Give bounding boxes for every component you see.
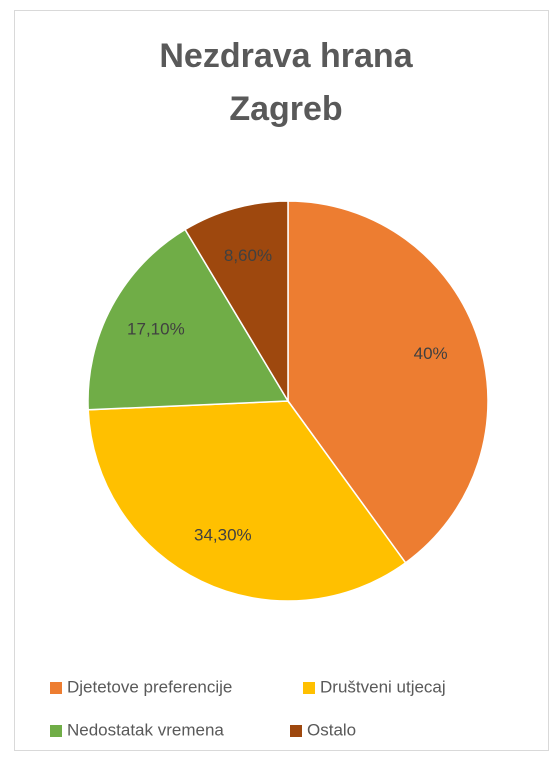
- legend-label: Nedostatak vremena: [67, 720, 224, 739]
- legend-swatch: [50, 725, 62, 737]
- pie-slice: [287, 200, 489, 564]
- data-label: 34,30%: [194, 526, 252, 545]
- data-label: 17,10%: [127, 319, 185, 338]
- legend-swatch: [303, 682, 315, 694]
- data-label: 40%: [414, 344, 448, 363]
- legend-swatch: [290, 725, 302, 737]
- pie-slice: [184, 200, 289, 404]
- legend-label: Ostalo: [307, 720, 356, 739]
- pie-slice: [87, 400, 407, 602]
- pie-slice: [87, 228, 290, 411]
- legend-label: Djetetove preferencije: [67, 677, 232, 696]
- chart-title: Zagreb: [229, 90, 342, 128]
- data-label: 8,60%: [224, 246, 272, 265]
- chart-title: Nezdrava hrana: [159, 37, 413, 75]
- legend-label: Društveni utjecaj: [320, 677, 446, 696]
- legend-swatch: [50, 682, 62, 694]
